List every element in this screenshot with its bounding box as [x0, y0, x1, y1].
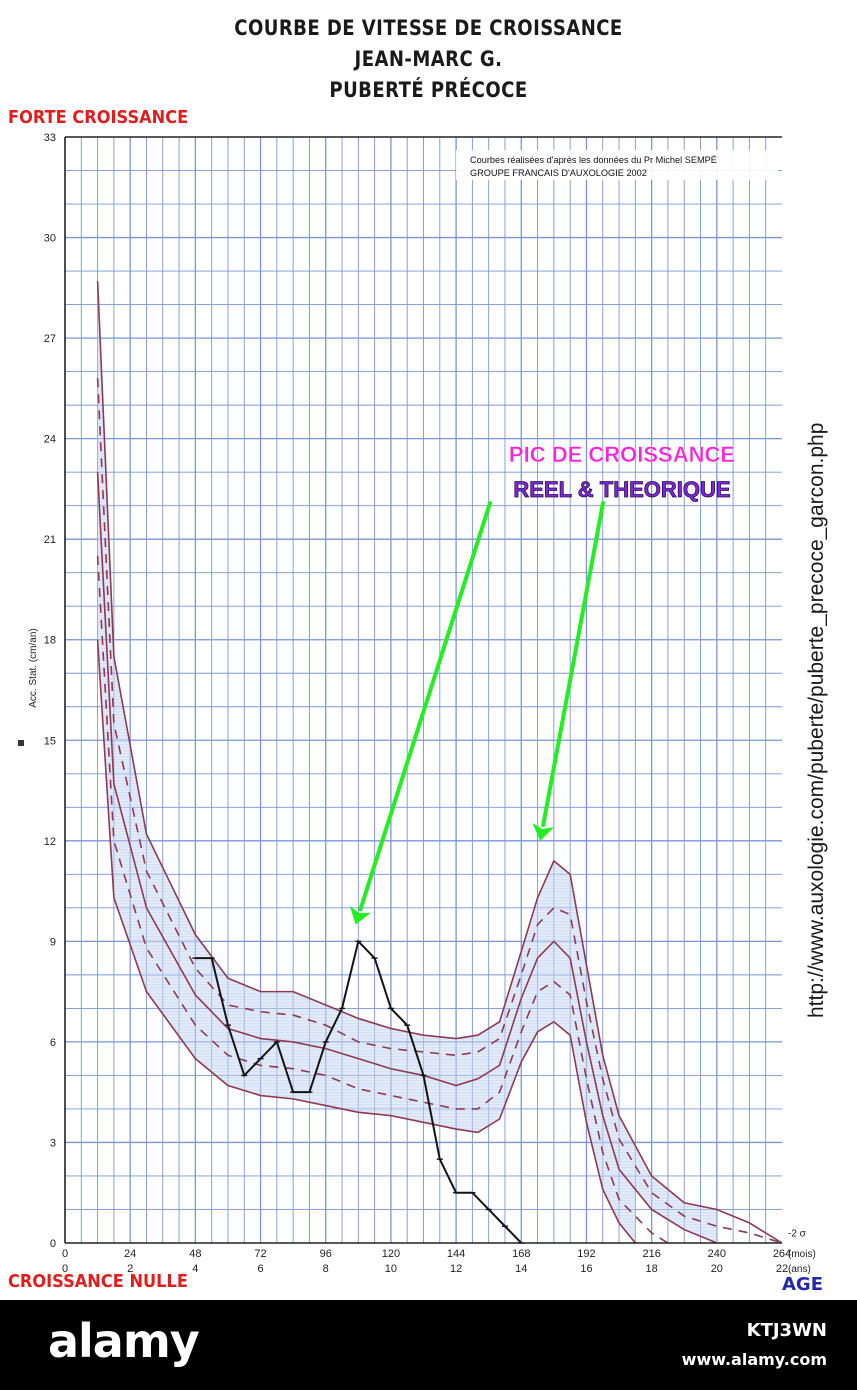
- x-tick-label-months: 48: [189, 1248, 201, 1260]
- x-tick-label-years: 22: [776, 1263, 788, 1275]
- y-tick-label: 6: [50, 1037, 56, 1049]
- x-tick-label-months: 144: [447, 1248, 465, 1260]
- annotation-arrow: [541, 501, 605, 828]
- y-tick-label: 12: [44, 836, 56, 848]
- source-note-line-2: GROUPE FRANCAIS D'AUXOLOGIE 2002: [470, 168, 647, 178]
- x-tick-label-months: 96: [320, 1248, 332, 1260]
- y-tick-label: 21: [44, 534, 56, 546]
- reference-band: [97, 472, 636, 1244]
- annotation-arrowhead: [349, 906, 371, 925]
- y-tick-label: 27: [44, 333, 56, 345]
- y-tick-label: 9: [50, 936, 56, 948]
- y-tick-label: 30: [44, 233, 56, 245]
- x-unit-years: (ans): [788, 1264, 811, 1275]
- footer-image-id: KTJ3WN: [746, 1320, 827, 1341]
- x-tick-label-years: 4: [192, 1263, 198, 1275]
- y-axis-marker: [18, 740, 24, 746]
- top-left-label: FORTE CROISSANCE: [8, 107, 189, 128]
- patient-curve: [192, 939, 525, 1244]
- source-note-line-1: Courbes réalisées d'après les données du…: [470, 155, 717, 165]
- x-tick-label-months: 240: [708, 1248, 726, 1260]
- reference-curve-2: [96, 378, 783, 1244]
- reference-curve-1: [96, 281, 783, 1244]
- y-axis-label: Acc. Stat. (cm/an): [28, 628, 39, 707]
- x-tick-label-years: 8: [323, 1263, 329, 1275]
- reference-band: [97, 281, 717, 1244]
- x-tick-label-months: 168: [512, 1248, 530, 1260]
- x-tick-label-months: 192: [577, 1248, 595, 1260]
- reference-curves: [96, 281, 783, 1244]
- x-tick-label-years: 0: [62, 1263, 68, 1275]
- x-tick-label-months: 0: [62, 1248, 68, 1260]
- x-tick-label-years: 14: [515, 1263, 527, 1275]
- reference-bands: [97, 281, 717, 1244]
- annotation-arrowhead: [532, 823, 555, 841]
- x-tick-label-years: 6: [257, 1263, 263, 1275]
- y-tick-label: 18: [44, 635, 56, 647]
- sigma-label: -2 σ: [788, 1228, 807, 1239]
- y-tick-label: 33: [44, 132, 56, 144]
- age-axis-label: AGE: [782, 1274, 824, 1295]
- y-tick-label: 15: [44, 735, 56, 747]
- x-tick-label-months: 120: [382, 1248, 400, 1260]
- x-tick-label-months: 216: [642, 1248, 660, 1260]
- footer-site: www.alamy.com: [681, 1350, 827, 1369]
- x-tick-label-years: 2: [127, 1263, 133, 1275]
- annotation-arrow: [358, 501, 492, 912]
- x-tick-label-months: 72: [254, 1248, 266, 1260]
- bottom-left-label: CROISSANCE NULLE: [8, 1271, 188, 1292]
- footer-banner: alamy KTJ3WN www.alamy.com: [0, 1300, 857, 1390]
- x-tick-label-months: 264: [773, 1248, 791, 1260]
- y-tick-label: 24: [44, 434, 56, 446]
- annotation-line-2: REEL & THEORIQUE: [513, 477, 730, 502]
- x-tick-label-years: 20: [711, 1263, 723, 1275]
- x-unit-months: (mois): [788, 1249, 816, 1260]
- annotations: Courbes réalisées d'après les données du…: [349, 150, 778, 925]
- x-tick-label-years: 18: [646, 1263, 658, 1275]
- y-tick-label: 0: [50, 1238, 56, 1250]
- reference-curve-4: [96, 555, 669, 1244]
- chart-title-line-3: PUBERTÉ PRÉCOCE: [329, 78, 528, 102]
- source-note-bg: [456, 150, 778, 180]
- chart-title-line-1: COURBE DE VITESSE DE CROISSANCE: [234, 16, 623, 40]
- x-tick-label-years: 16: [580, 1263, 592, 1275]
- annotation-line-1: PIC DE CROISSANCE: [509, 442, 735, 467]
- footer-logo: alamy: [48, 1314, 200, 1368]
- x-tick-label-months: 24: [124, 1248, 136, 1260]
- x-tick-label-years: 12: [450, 1263, 462, 1275]
- reference-curve-3: [96, 472, 718, 1244]
- reference-curve-5: [96, 639, 636, 1244]
- y-tick-label: 3: [50, 1137, 56, 1149]
- x-tick-label-years: 10: [385, 1263, 397, 1275]
- chart-title-line-2: JEAN-MARC G.: [354, 47, 503, 71]
- axes: [64, 136, 782, 1244]
